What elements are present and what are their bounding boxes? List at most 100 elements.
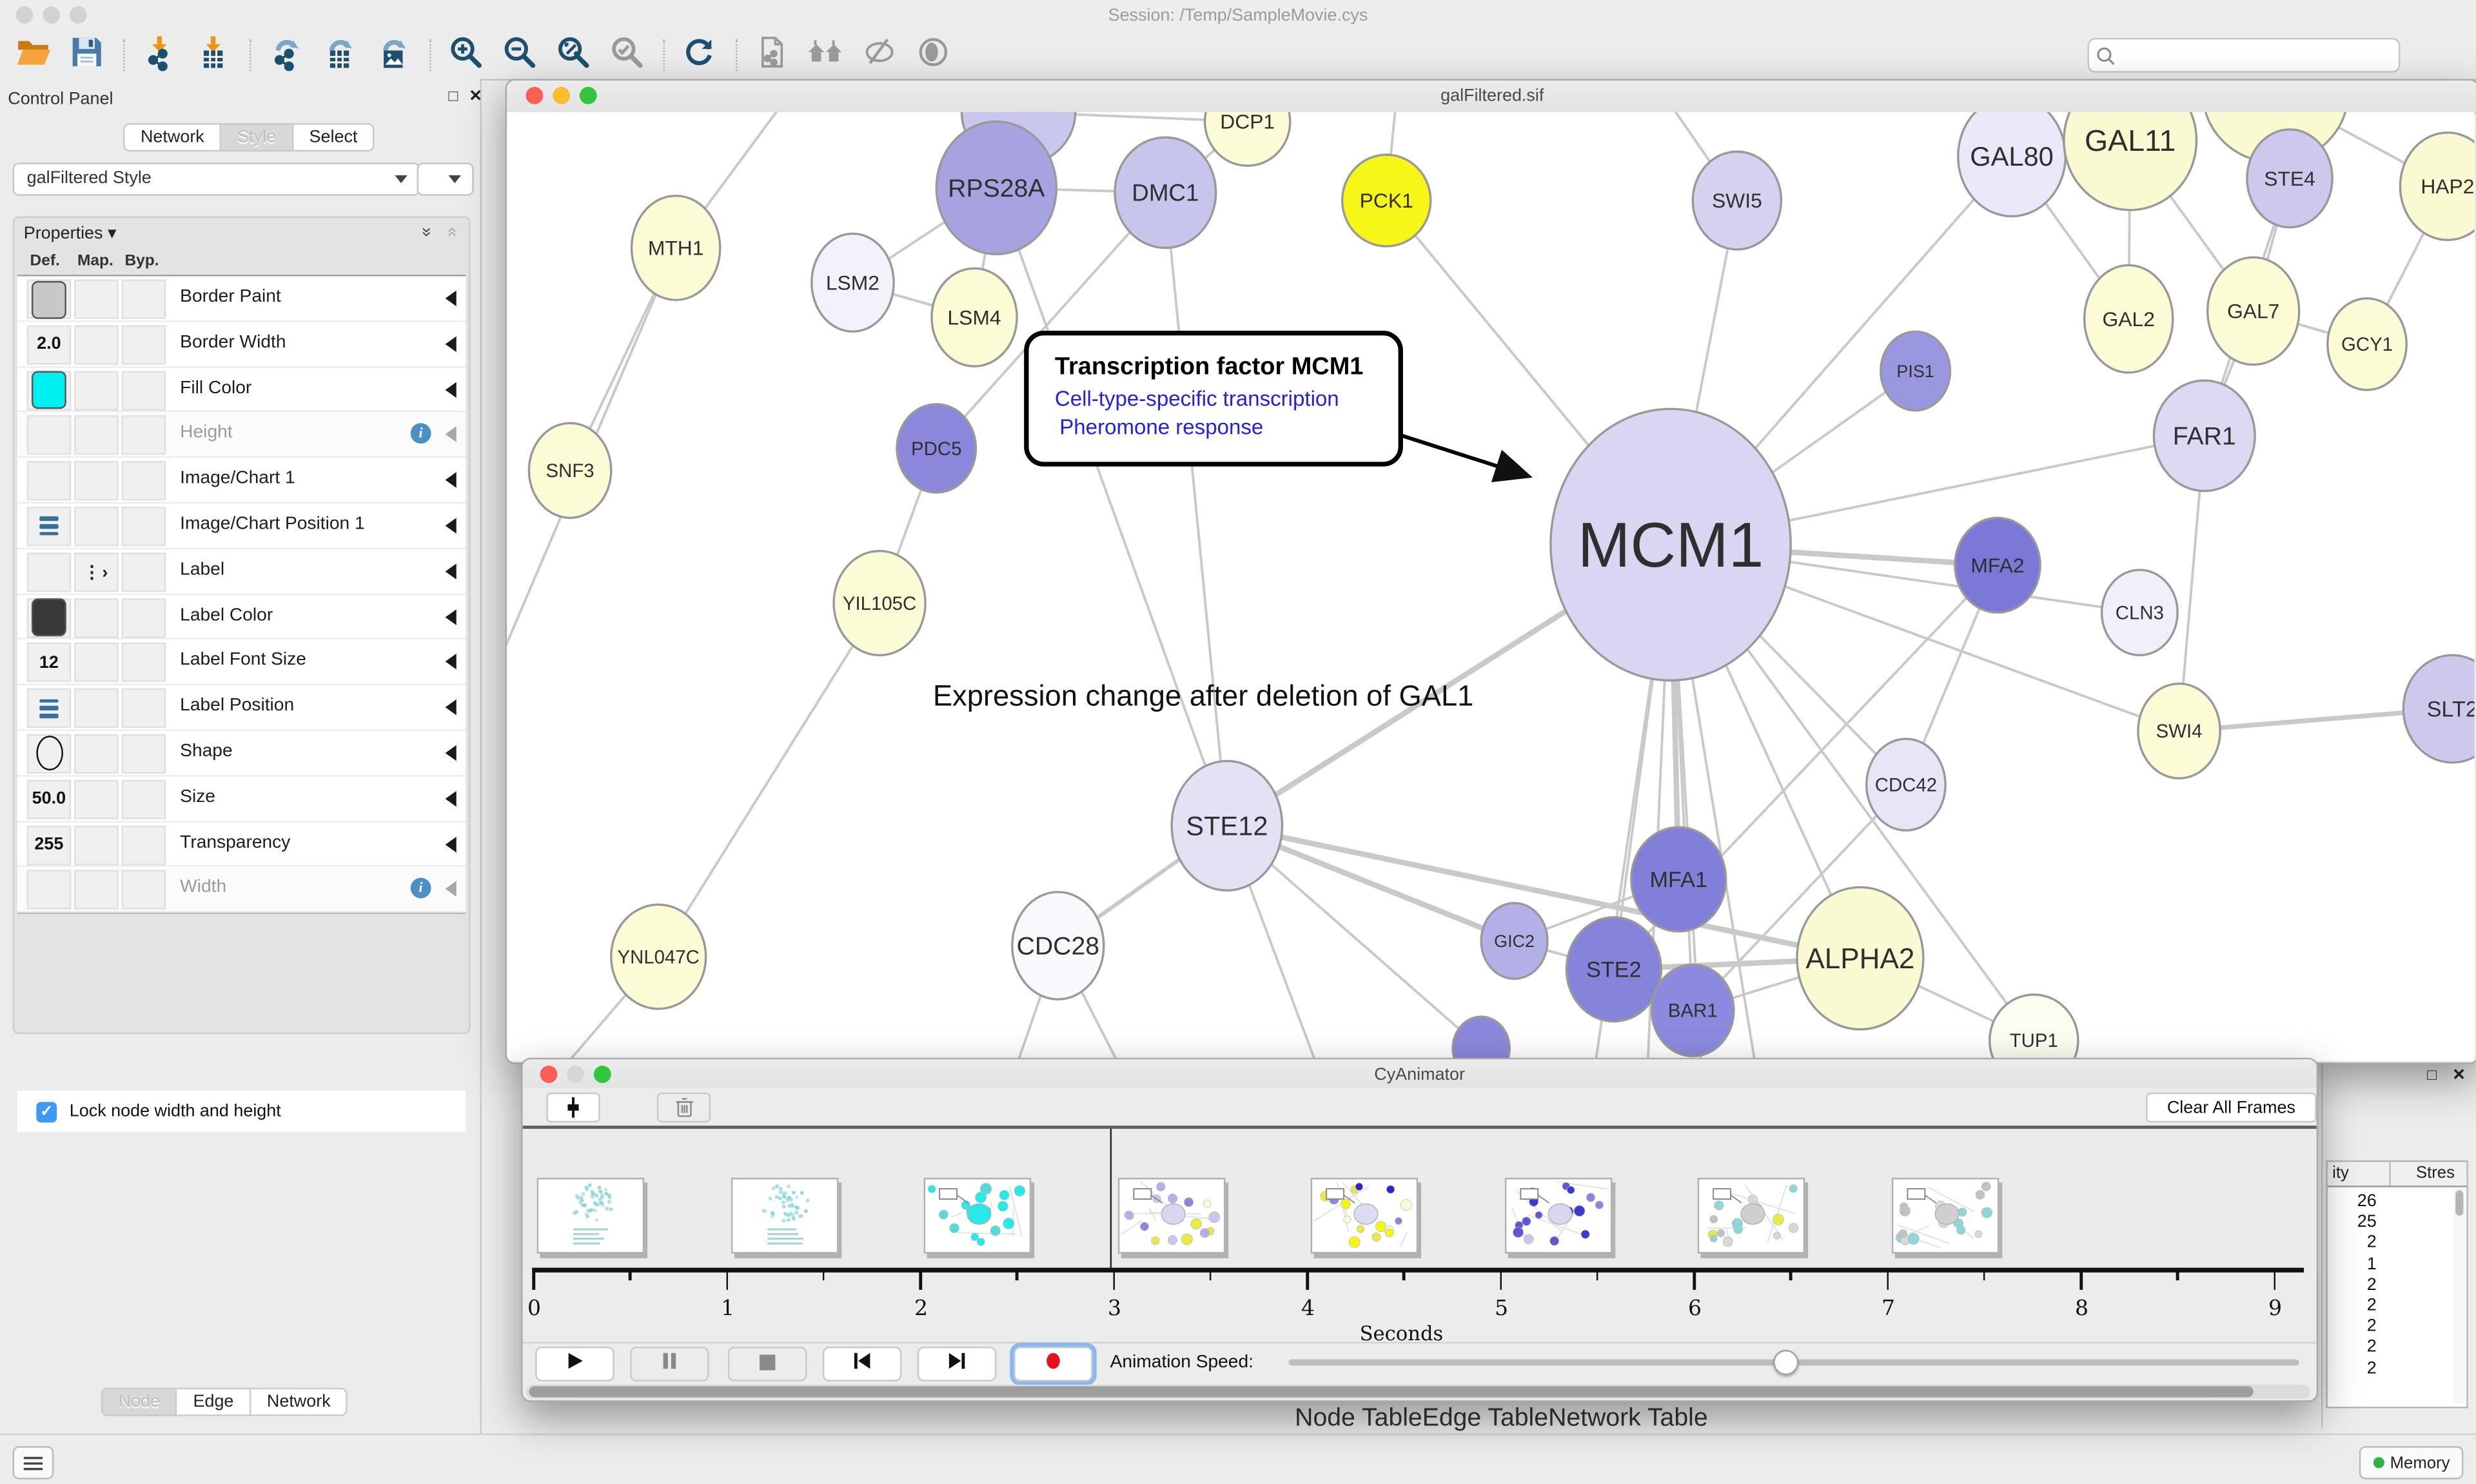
zoom-in-button[interactable] xyxy=(446,36,487,74)
network-node-lsm2[interactable]: LSM2 xyxy=(811,232,895,333)
expand-row-icon[interactable] xyxy=(445,790,457,806)
map-cell[interactable] xyxy=(74,598,119,638)
property-row-image-chart-1[interactable]: Image/Chart 1 xyxy=(17,458,466,504)
network-node-mfa2[interactable]: MFA2 xyxy=(1954,516,2041,614)
map-cell[interactable] xyxy=(74,688,119,728)
frame-thumbnail-0s[interactable] xyxy=(536,1177,645,1254)
map-cell[interactable] xyxy=(74,643,119,683)
speed-slider-thumb[interactable] xyxy=(1773,1349,1798,1376)
network-node-gal2[interactable]: GAL2 xyxy=(2083,264,2174,374)
expand-row-icon[interactable] xyxy=(445,881,457,897)
style-selector[interactable]: galFiltered Style xyxy=(12,162,420,196)
network-node-dmc1[interactable]: DMC1 xyxy=(1114,136,1217,249)
byp-cell[interactable] xyxy=(121,734,166,774)
network-node-swi4[interactable]: SWI4 xyxy=(2137,682,2221,780)
property-row-fill-color[interactable]: Fill Color xyxy=(17,367,466,413)
property-row-border-paint[interactable]: Border Paint xyxy=(17,276,466,322)
network-node-yil105c[interactable]: YIL105C xyxy=(832,549,927,657)
map-cell[interactable]: ⋮› xyxy=(74,552,119,592)
expand-row-icon[interactable] xyxy=(445,835,457,852)
previous-button[interactable] xyxy=(822,1346,902,1381)
frame-thumbnail-1s[interactable] xyxy=(730,1177,838,1254)
network-node-gal7[interactable]: GAL7 xyxy=(2206,256,2301,366)
play-button[interactable] xyxy=(535,1346,614,1381)
frame-thumbnail-2s[interactable] xyxy=(923,1177,1032,1254)
tab-select[interactable]: Select xyxy=(293,123,375,152)
close-panel-icon[interactable]: ✕ xyxy=(2452,1067,2466,1085)
refresh-view-button[interactable] xyxy=(679,36,720,74)
table-row[interactable]: 2 xyxy=(2366,1316,2377,1336)
network-node-mcm1[interactable]: MCM1 xyxy=(1549,407,1792,682)
byp-cell[interactable] xyxy=(121,324,166,365)
network-node-gcy1[interactable]: GCY1 xyxy=(2326,297,2408,391)
network-node-pck1[interactable]: PCK1 xyxy=(1341,153,1432,248)
add-frame-button[interactable] xyxy=(546,1092,600,1123)
table-row[interactable]: 2 xyxy=(2366,1338,2377,1357)
column-centrality[interactable]: ity xyxy=(2332,1163,2349,1183)
table-row[interactable]: 2 xyxy=(2366,1358,2377,1378)
network-snapshot-button[interactable] xyxy=(752,35,793,74)
panel-list-button[interactable] xyxy=(12,1446,54,1479)
expand-row-icon[interactable] xyxy=(445,336,457,352)
map-cell[interactable] xyxy=(74,507,119,547)
zoom-window-icon[interactable] xyxy=(69,6,87,24)
network-node-cln3[interactable]: CLN3 xyxy=(2100,569,2179,657)
byp-cell[interactable] xyxy=(121,870,166,910)
tab-network[interactable]: Network xyxy=(251,1387,348,1416)
import-network-button[interactable] xyxy=(139,35,181,74)
network-node-gal11[interactable]: GAL11 xyxy=(2063,112,2198,211)
byp-cell[interactable] xyxy=(121,416,166,456)
table-row[interactable]: 26 xyxy=(2357,1191,2377,1211)
tab-node-table[interactable]: Node Table xyxy=(1295,1405,1422,1432)
search-input[interactable] xyxy=(2122,41,2399,70)
network-node-pis1[interactable]: PIS1 xyxy=(1880,330,1952,412)
def-cell[interactable]: 255 xyxy=(26,825,72,864)
info-icon[interactable]: i xyxy=(410,878,431,899)
network-node-ynl047c[interactable]: YNL047C xyxy=(610,903,707,1010)
expand-row-icon[interactable] xyxy=(445,472,457,489)
table-row[interactable]: 1 xyxy=(2366,1254,2377,1274)
expand-row-icon[interactable] xyxy=(445,699,457,716)
minimize-window-icon[interactable] xyxy=(553,86,571,104)
float-panel-icon[interactable]: □ xyxy=(448,88,458,106)
property-row-label-color[interactable]: Label Color xyxy=(17,594,466,640)
lock-size-checkbox[interactable]: ✓ xyxy=(36,1101,57,1122)
byp-cell[interactable] xyxy=(121,461,166,501)
tab-edge-table[interactable]: Edge Table xyxy=(1422,1405,1549,1432)
map-cell[interactable] xyxy=(74,825,119,864)
minimize-window-icon[interactable] xyxy=(43,6,61,24)
network-node-ste12[interactable]: STE12 xyxy=(1170,759,1284,892)
byp-cell[interactable] xyxy=(121,598,166,638)
def-cell[interactable] xyxy=(26,461,72,501)
frame-thumbnail-3s[interactable] xyxy=(1117,1177,1225,1254)
byp-cell[interactable] xyxy=(121,779,166,819)
expand-row-icon[interactable] xyxy=(445,745,457,761)
byp-cell[interactable] xyxy=(121,279,166,319)
def-cell[interactable] xyxy=(26,552,72,592)
hide-selected-button[interactable] xyxy=(859,36,900,74)
network-node-gal80[interactable]: GAL80 xyxy=(1957,112,2067,218)
map-cell[interactable] xyxy=(74,324,119,365)
network-node-gic2[interactable]: GIC2 xyxy=(1480,902,1549,981)
zoom-selected-button[interactable] xyxy=(606,36,647,74)
expand-row-icon[interactable] xyxy=(445,427,457,443)
network-node-pdc5[interactable]: PDC5 xyxy=(896,403,978,494)
def-cell[interactable] xyxy=(26,870,72,910)
timeline-playhead[interactable] xyxy=(1109,1129,1111,1268)
tab-edge[interactable]: Edge xyxy=(177,1387,251,1416)
close-window-icon[interactable] xyxy=(540,1066,558,1083)
search-box[interactable] xyxy=(2087,37,2401,73)
expand-row-icon[interactable] xyxy=(445,518,457,534)
network-window-titlebar[interactable]: galFiltered.sif xyxy=(507,80,2476,114)
first-neighbors-button[interactable] xyxy=(805,36,847,74)
def-cell[interactable] xyxy=(26,598,72,638)
network-node-swi5[interactable]: SWI5 xyxy=(1691,150,1783,251)
cyanimator-timeline[interactable]: 0 1 2 3 4 5 6 7 8 9 Seconds xyxy=(522,1129,2317,1345)
collapse-all-icon[interactable]: » xyxy=(442,227,461,237)
network-node-alpha2[interactable]: ALPHA2 xyxy=(1796,886,1925,1031)
float-panel-icon[interactable]: □ xyxy=(2427,1067,2437,1085)
memory-button[interactable]: Memory xyxy=(2359,1446,2464,1479)
annotation-box[interactable]: Transcription factor MCM1 Cell-type-spec… xyxy=(1024,331,1533,482)
pause-button[interactable] xyxy=(630,1346,709,1381)
expand-row-icon[interactable] xyxy=(445,381,457,398)
